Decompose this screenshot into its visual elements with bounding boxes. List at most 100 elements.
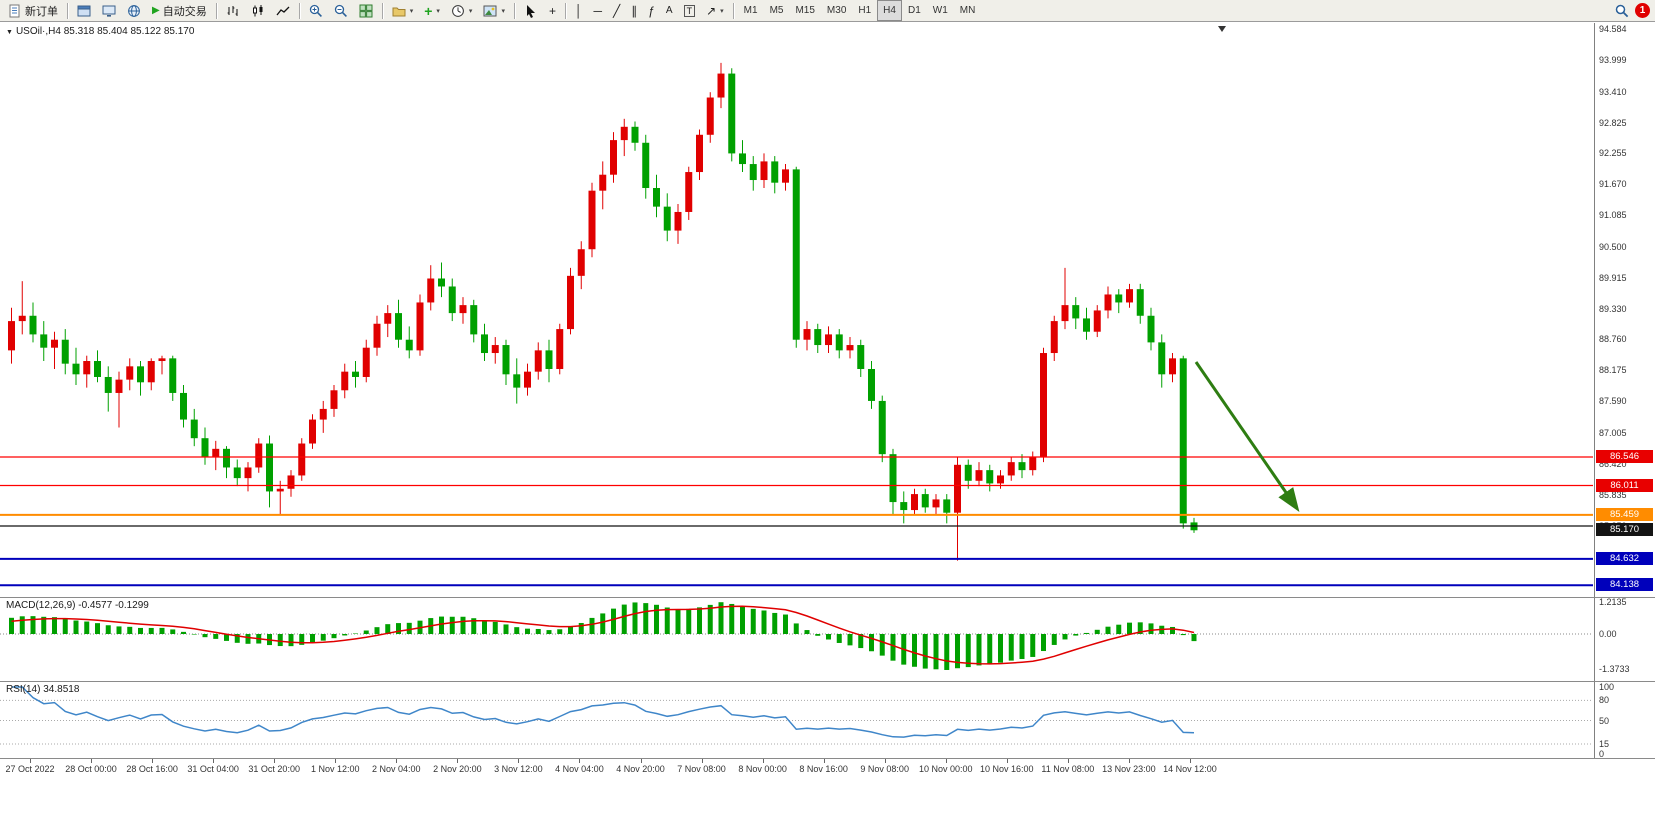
rsi-canvas[interactable] <box>0 682 1593 759</box>
price-tick: 89.330 <box>1599 303 1627 314</box>
time-label: 14 Nov 12:00 <box>1163 764 1217 774</box>
time-tick <box>701 759 703 763</box>
timeframe-h1-button[interactable]: H1 <box>858 5 872 16</box>
vertical-line-icon: │ <box>574 3 583 18</box>
price-tick: 88.175 <box>1599 365 1627 376</box>
timeframe-m30-button[interactable]: M30 <box>826 5 847 16</box>
time-label: 10 Nov 16:00 <box>980 764 1034 774</box>
price-tick: 91.670 <box>1599 179 1627 190</box>
symbol-ohlc-label: ▼ USOil·,H4 85.318 85.404 85.122 85.170 <box>6 26 194 37</box>
add-indicator-icon: + <box>424 2 433 19</box>
time-tick <box>1006 759 1008 763</box>
time-label: 11 Nov 08:00 <box>1041 764 1095 774</box>
time-label: 4 Nov 04:00 <box>555 764 604 774</box>
new-order-button[interactable]: 新订单 <box>3 0 63 21</box>
main-chart-pane[interactable]: ▼ USOil·,H4 85.318 85.404 85.122 85.170 9… <box>0 23 1655 597</box>
auto-trading-button[interactable]: ▶ 自动交易 <box>147 0 212 21</box>
new-order-label: 新订单 <box>25 5 58 18</box>
auto-trading-icon: ▶ <box>152 5 160 16</box>
line-chart-icon <box>276 6 290 15</box>
time-tick <box>579 759 581 763</box>
zoom-in-button[interactable] <box>304 0 328 21</box>
time-label: 31 Oct 20:00 <box>248 764 300 774</box>
time-tick <box>945 759 947 763</box>
macd-axis[interactable]: 1.2135 0.00 -1.3733 <box>1594 597 1655 681</box>
timeframe-m15-button[interactable]: M15 <box>795 5 815 16</box>
time-label: 8 Nov 16:00 <box>799 764 848 774</box>
time-tick <box>884 759 886 763</box>
main-chart-canvas[interactable] <box>0 23 1593 597</box>
search-button[interactable] <box>1610 0 1634 21</box>
time-tick <box>518 759 520 763</box>
horizontal-line-tool-button[interactable]: ─ <box>588 0 607 21</box>
time-label: 7 Nov 08:00 <box>677 764 726 774</box>
templates-button[interactable]: ▾ <box>478 0 510 21</box>
chart-shift-marker[interactable] <box>1218 26 1226 32</box>
vertical-line-tool-button[interactable]: │ <box>570 0 588 21</box>
time-axis[interactable]: 27 Oct 2022 28 Oct 00:00 28 Oct 16:00 31 Oc… <box>0 758 1655 778</box>
macd-histogram <box>9 602 1197 670</box>
time-label: 31 Oct 04:00 <box>187 764 239 774</box>
price-tick: 93.999 <box>1599 55 1627 66</box>
price-tick: 87.590 <box>1599 396 1627 407</box>
cursor-tool-button[interactable] <box>519 0 543 21</box>
shapes-tool-button[interactable]: ↗ ▾ <box>701 0 729 21</box>
timeframe-h4-button[interactable]: H4 <box>877 0 902 21</box>
time-labels: 27 Oct 2022 28 Oct 00:00 28 Oct 16:00 31 Oc… <box>0 759 1655 779</box>
text-box-tool-button[interactable]: T <box>679 0 701 21</box>
line-chart-button[interactable] <box>271 0 295 21</box>
text-label-tool-button[interactable]: A <box>661 0 678 21</box>
price-axis[interactable]: 94.584 93.999 93.410 92.825 92.255 91.670 91.0… <box>1594 23 1655 597</box>
macd-label: MACD(12,26,9) -0.4577 -0.1299 <box>6 600 149 611</box>
time-label: 28 Oct 00:00 <box>65 764 117 774</box>
notification-badge[interactable]: 1 <box>1635 3 1650 18</box>
macd-axis-tick: -1.3733 <box>1599 664 1630 674</box>
bar-chart-button[interactable] <box>221 0 245 21</box>
macd-canvas[interactable] <box>0 598 1593 682</box>
channel-tool-button[interactable]: ∥ <box>626 0 642 21</box>
chart-window: ▼ USOil·,H4 85.318 85.404 85.122 85.170 9… <box>0 23 1655 821</box>
trend-arrow[interactable] <box>1194 361 1300 512</box>
time-tick <box>213 759 215 763</box>
fibonacci-tool-button[interactable]: ƒ <box>643 0 660 21</box>
crosshair-tool-button[interactable]: + <box>544 0 561 21</box>
timeframe-m1-button[interactable]: M1 <box>743 5 758 16</box>
timeframe-m5-button[interactable]: M5 <box>769 5 784 16</box>
monitor-icon <box>102 5 116 17</box>
tile-windows-button[interactable] <box>354 0 378 21</box>
toolbar-separator <box>381 2 383 19</box>
price-tick: 93.410 <box>1599 86 1627 97</box>
chevron-down-icon: ▾ <box>468 7 473 15</box>
add-indicator-button[interactable]: + ▾ <box>419 0 445 21</box>
zoom-out-button[interactable] <box>329 0 353 21</box>
market-watch-button[interactable] <box>97 0 121 21</box>
candlestick-chart-icon <box>252 4 263 16</box>
rsi-axis-tick: 0 <box>1599 749 1605 759</box>
rsi-axis[interactable]: 100 80 50 15 0 <box>1594 682 1655 759</box>
time-tick <box>1128 759 1130 763</box>
price-tag-84.138: 84.138 <box>1596 578 1653 592</box>
folder-icon <box>392 7 406 16</box>
timeframe-d1-button[interactable]: D1 <box>907 5 921 16</box>
price-tick: 88.760 <box>1599 334 1627 345</box>
profiles-button[interactable]: ▾ <box>387 0 419 21</box>
bottom-filler <box>0 778 1655 820</box>
macd-pane[interactable]: MACD(12,26,9) -0.4577 -0.1299 1.2135 0.00… <box>0 597 1655 681</box>
rsi-pane[interactable]: RSI(14) 34.8518 100 80 50 15 0 <box>0 681 1655 759</box>
collapse-triangle-icon[interactable]: ▼ <box>6 29 13 36</box>
data-window-button[interactable] <box>122 0 146 21</box>
time-tick <box>152 759 154 763</box>
timeframe-mn-button[interactable]: MN <box>959 5 976 16</box>
chart-window-button[interactable] <box>72 0 96 21</box>
toolbar-separator <box>298 2 300 19</box>
trendline-icon: ╱ <box>612 3 621 18</box>
search-icon <box>1615 4 1629 17</box>
trendline-tool-button[interactable]: ╱ <box>608 0 625 21</box>
time-tick <box>274 759 276 763</box>
periods-button[interactable]: ▾ <box>446 0 478 21</box>
timeframe-w1-button[interactable]: W1 <box>932 5 948 16</box>
time-label: 3 Nov 12:00 <box>494 764 543 774</box>
toolbar: 新订单 ▶ 自动交易 <box>0 0 1655 22</box>
candlestick-chart-button[interactable] <box>246 0 270 21</box>
horizontal-line-icon: ─ <box>593 3 602 18</box>
